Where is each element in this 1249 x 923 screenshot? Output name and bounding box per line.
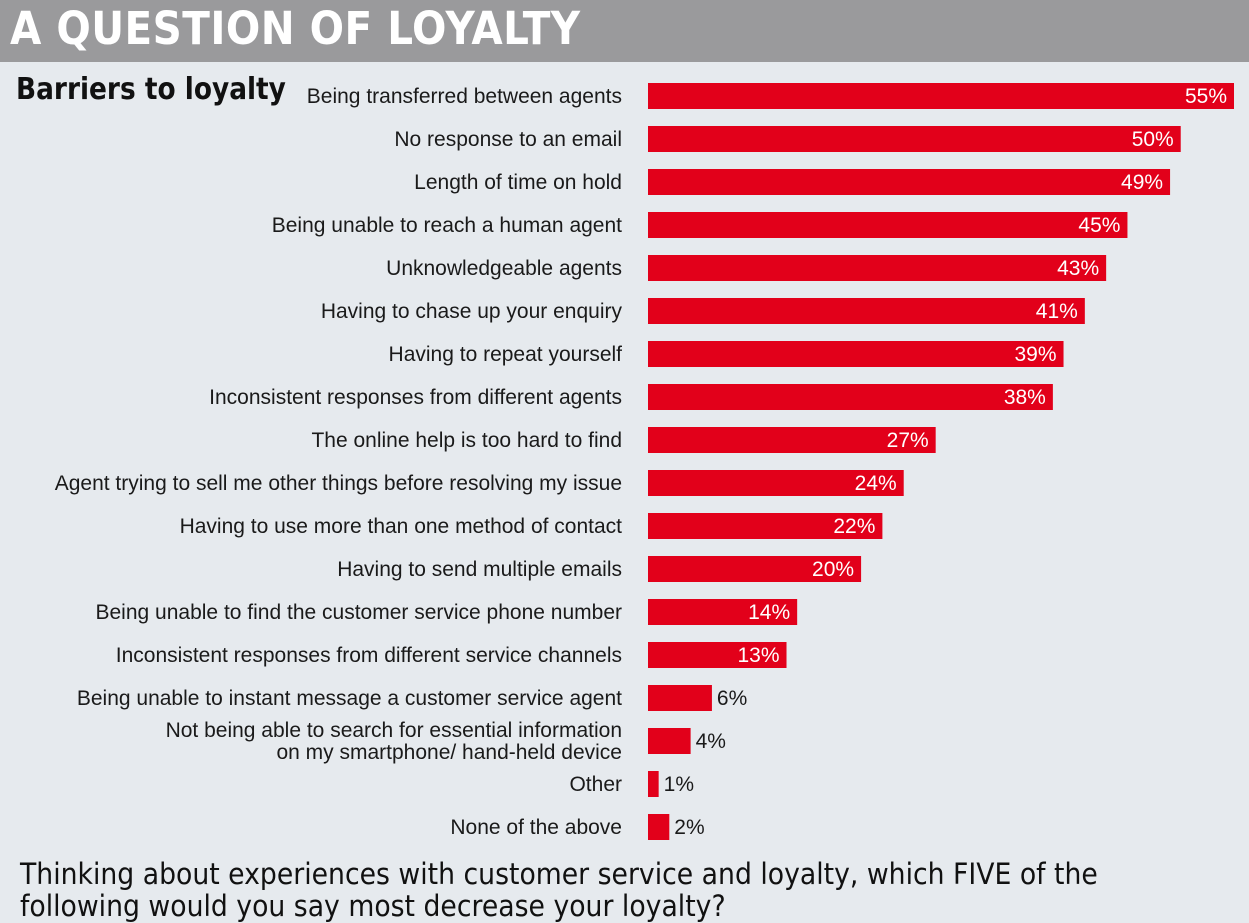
- category-label-14: Inconsistent responses from different se…: [116, 644, 622, 667]
- bar-9: [648, 427, 936, 453]
- category-label-9: The online help is too hard to find: [311, 429, 622, 452]
- bar-2: [648, 126, 1181, 152]
- bar-6: [648, 298, 1085, 324]
- value-label-5: 43%: [1057, 257, 1099, 280]
- header-banner: A QUESTION OF LOYALTY: [0, 0, 1249, 62]
- category-label-1: Being transferred between agents: [307, 85, 622, 108]
- value-label-14: 13%: [737, 644, 779, 667]
- bar-17: [648, 771, 659, 797]
- value-label-8: 38%: [1004, 386, 1046, 409]
- page-title: A QUESTION OF LOYALTY: [10, 2, 581, 55]
- bar-13: [648, 599, 798, 625]
- bar-8: [648, 384, 1053, 410]
- bar-1: [648, 83, 1234, 109]
- category-label-17: Other: [569, 773, 622, 796]
- value-label-9: 27%: [887, 429, 929, 452]
- category-label-4: Being unable to reach a human agent: [272, 214, 622, 237]
- value-label-15: 6%: [717, 687, 747, 710]
- value-label-4: 45%: [1078, 214, 1120, 237]
- value-label-2: 50%: [1132, 128, 1174, 151]
- survey-question: Thinking about experiences with customer…: [20, 857, 1098, 923]
- bar-15: [648, 685, 712, 711]
- category-label-6: Having to chase up your enquiry: [321, 300, 623, 323]
- value-label-10: 24%: [855, 472, 897, 495]
- value-label-3: 49%: [1121, 171, 1163, 194]
- category-label-15: Being unable to instant message a custom…: [77, 687, 622, 710]
- value-label-11: 22%: [833, 515, 875, 538]
- category-label-13: Being unable to find the customer servic…: [96, 601, 623, 624]
- chart-subtitle: Barriers to loyalty: [16, 72, 286, 107]
- bar-12: [648, 556, 862, 582]
- bar-5: [648, 255, 1107, 281]
- category-label-16-line-2: on my smartphone/ hand-held device: [276, 741, 622, 764]
- value-label-13: 14%: [748, 601, 790, 624]
- bar-7: [648, 341, 1064, 367]
- bar-18: [648, 814, 670, 840]
- category-label-11: Having to use more than one method of co…: [180, 515, 623, 538]
- category-label-10: Agent trying to sell me other things bef…: [55, 472, 622, 495]
- category-label-5: Unknowledgeable agents: [386, 257, 622, 280]
- bar-14: [648, 642, 787, 668]
- value-label-1: 55%: [1185, 85, 1227, 108]
- value-label-6: 41%: [1036, 300, 1078, 323]
- bar-10: [648, 470, 904, 496]
- category-label-12: Having to send multiple emails: [337, 558, 622, 581]
- bar-16: [648, 728, 691, 754]
- value-label-16: 4%: [696, 730, 726, 753]
- value-label-12: 20%: [812, 558, 854, 581]
- category-label-7: Having to repeat yourself: [389, 343, 623, 366]
- bar-11: [648, 513, 883, 539]
- category-label-2: No response to an email: [394, 128, 622, 151]
- category-label-16-line-1: Not being able to search for essential i…: [166, 719, 622, 742]
- category-label-3: Length of time on hold: [414, 171, 622, 194]
- bar-4: [648, 212, 1128, 238]
- bar-3: [648, 169, 1171, 195]
- value-label-18: 2%: [674, 816, 704, 839]
- value-label-17: 1%: [664, 773, 694, 796]
- category-label-8: Inconsistent responses from different ag…: [209, 386, 622, 409]
- category-label-18: None of the above: [450, 816, 622, 839]
- value-label-7: 39%: [1014, 343, 1056, 366]
